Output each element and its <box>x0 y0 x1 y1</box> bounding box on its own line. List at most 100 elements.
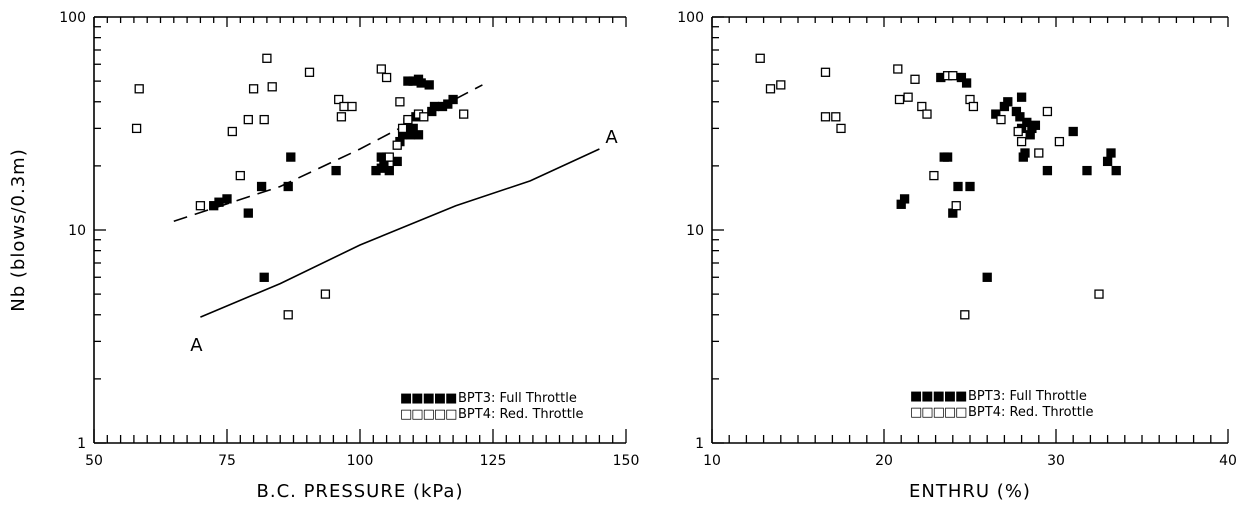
point-bpt4 <box>195 201 206 211</box>
point-bpt4 <box>283 310 293 320</box>
point-bpt3 <box>1082 165 1092 176</box>
point-bpt4 <box>339 101 349 112</box>
point-bpt4 <box>1094 289 1104 299</box>
legend-marker-bpt4: □□□□□ <box>400 407 456 422</box>
legend-marker-bpt3: ■■■■■ <box>910 389 967 404</box>
point-bpt3 <box>1003 97 1013 107</box>
point-bpt3 <box>942 152 953 162</box>
x-tick-label: 125 <box>480 453 507 469</box>
point-bpt4 <box>820 67 831 77</box>
point-bpt3 <box>379 161 389 171</box>
point-bpt4 <box>929 170 939 181</box>
point-bpt4 <box>951 201 961 211</box>
line-a-start-label: A <box>190 335 203 356</box>
point-bpt3 <box>1042 165 1053 176</box>
x-tick-label: 40 <box>1219 453 1237 469</box>
point-bpt3 <box>256 181 267 192</box>
legend-label-bpt3: BPT3: Full Throttle <box>968 389 1087 404</box>
point-bpt3 <box>413 130 424 140</box>
point-bpt4 <box>1054 136 1065 147</box>
legend-marker-bpt4: □□□□□ <box>910 405 966 420</box>
point-bpt3 <box>408 123 418 134</box>
point-bpt4 <box>836 123 846 134</box>
point-bpt3 <box>448 94 458 105</box>
point-bpt4 <box>894 94 905 105</box>
point-bpt4 <box>910 74 920 84</box>
point-bpt4 <box>381 72 392 83</box>
point-bpt3 <box>965 181 975 192</box>
y-tick-label: 1 <box>695 436 704 452</box>
solid-line-a <box>200 148 600 318</box>
y-tick-label: 100 <box>59 10 86 26</box>
point-bpt4 <box>227 126 237 137</box>
x-tick-label: 30 <box>1047 453 1065 469</box>
point-bpt3 <box>953 181 963 192</box>
point-bpt4 <box>1013 126 1023 137</box>
point-bpt3 <box>331 165 341 176</box>
point-bpt3 <box>392 156 402 167</box>
legend-label-bpt4: BPT4: Red. Throttle <box>458 407 583 422</box>
point-bpt4 <box>776 80 786 90</box>
point-bpt3 <box>429 101 440 112</box>
point-bpt4 <box>968 101 979 112</box>
point-bpt4 <box>755 53 765 63</box>
point-bpt3 <box>1106 148 1116 158</box>
point-bpt4 <box>765 84 776 94</box>
left-chart: 1 10 100 50 75 100 125 150 B.C. PRESSURE (kPa) Nb… <box>8 10 639 502</box>
y-tick-label: 10 <box>68 223 86 239</box>
point-bpt4 <box>917 101 927 112</box>
y-tick-label: 1 <box>77 436 86 452</box>
point-bpt4 <box>131 123 142 134</box>
point-bpt3 <box>222 194 232 204</box>
point-bpt3 <box>384 165 394 176</box>
point-bpt4 <box>397 123 408 134</box>
point-bpt3 <box>424 80 434 90</box>
point-bpt4 <box>384 152 394 162</box>
point-bpt3 <box>1102 156 1113 167</box>
point-bpt4 <box>893 64 903 74</box>
x-tick-label: 75 <box>218 453 236 469</box>
point-bpt4 <box>395 97 405 107</box>
x-axis-label: ENTHRU (%) <box>909 481 1031 502</box>
legend-marker-bpt3: ■■■■■ <box>400 391 457 406</box>
point-bpt3 <box>214 197 224 207</box>
point-bpt4 <box>996 114 1006 125</box>
point-bpt4 <box>403 114 413 125</box>
point-bpt4 <box>948 71 958 81</box>
x-tick-label: 20 <box>875 453 893 469</box>
legend-label-bpt3: BPT3: Full Throttle <box>458 391 577 406</box>
point-bpt3 <box>259 272 269 282</box>
legend-label-bpt4: BPT4: Red. Throttle <box>968 405 1093 420</box>
line-a-end-label: A <box>605 127 618 148</box>
y-axis-label: Nb (blows/0.3m) <box>8 148 29 311</box>
point-bpt4 <box>376 64 386 74</box>
point-bpt3 <box>243 208 253 218</box>
point-bpt4 <box>243 114 253 125</box>
point-bpt4 <box>392 140 402 150</box>
point-bpt4 <box>267 82 277 92</box>
point-bpt4 <box>304 67 315 77</box>
point-bpt4 <box>903 92 913 102</box>
point-bpt3 <box>283 181 293 192</box>
point-bpt4 <box>248 84 259 94</box>
point-bpt4 <box>831 112 841 122</box>
point-bpt4 <box>347 101 357 112</box>
y-tick-label: 10 <box>686 223 704 239</box>
x-tick-label: 150 <box>613 453 640 469</box>
point-bpt3 <box>961 78 972 88</box>
point-bpt3 <box>286 152 296 162</box>
point-bpt4 <box>459 109 469 119</box>
point-bpt3 <box>991 109 1001 119</box>
point-bpt3 <box>1020 148 1030 158</box>
x-axis-label: B.C. PRESSURE (kPa) <box>257 481 464 502</box>
point-bpt4 <box>1042 106 1053 117</box>
point-bpt3 <box>899 194 910 204</box>
point-bpt4 <box>259 114 269 125</box>
point-bpt3 <box>1016 92 1027 102</box>
point-bpt4 <box>960 310 970 320</box>
x-tick-label: 10 <box>703 453 721 469</box>
point-bpt4 <box>320 289 331 299</box>
x-tick-label: 50 <box>85 453 103 469</box>
